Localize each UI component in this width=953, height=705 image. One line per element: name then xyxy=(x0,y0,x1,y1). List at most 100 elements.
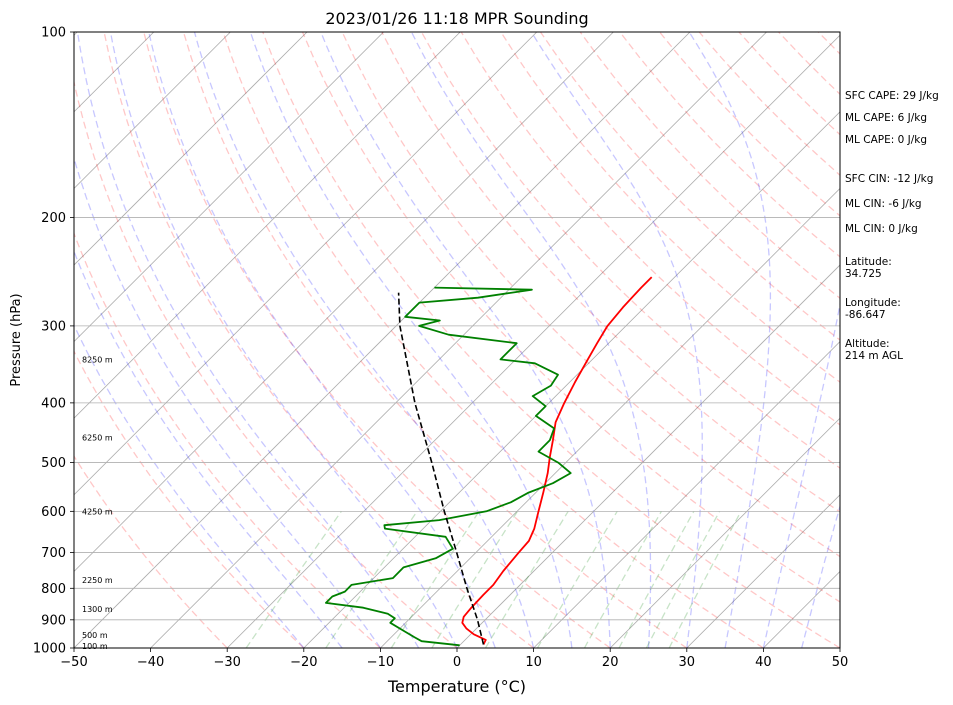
sounding-index-text: Longitude: -86.647 xyxy=(845,296,901,321)
sounding-index-text: ML CIN: -6 J/kg xyxy=(845,197,922,210)
dry-adiabat-line xyxy=(659,32,840,217)
dry-adiabat-line xyxy=(103,32,534,648)
isotherm-line xyxy=(303,111,840,648)
x-tick-label: 50 xyxy=(832,655,849,670)
dry-adiabat-line xyxy=(698,32,840,177)
dry-adiabat-line xyxy=(74,454,228,648)
dry-adiabat-line xyxy=(74,79,458,648)
sounding-index-text: Latitude: 34.725 xyxy=(845,255,892,280)
isotherm-line xyxy=(74,32,691,648)
moist-adiabat-line xyxy=(74,249,343,648)
isotherm-line xyxy=(0,32,1,648)
profile-series xyxy=(325,276,653,647)
dry-adiabat-line xyxy=(579,32,840,300)
moist-adiabat-line xyxy=(410,32,652,648)
isotherm-line xyxy=(74,32,461,419)
y-tick-label: 200 xyxy=(41,211,66,226)
y-tick-label: 800 xyxy=(41,582,66,597)
dry-adiabat-line xyxy=(143,32,611,648)
chart-title: 2023/01/26 11:18 MPR Sounding xyxy=(325,9,588,28)
x-tick-label: −20 xyxy=(290,655,317,670)
x-tick-label: 40 xyxy=(755,655,772,670)
height-label: 1300 m xyxy=(82,605,113,614)
moist-adiabat-line xyxy=(109,32,458,648)
sounding-index-text: ML CIN: 0 J/kg xyxy=(845,223,918,236)
x-tick-label: 10 xyxy=(525,655,542,670)
moist-adiabat-line xyxy=(148,32,496,648)
isotherm-line xyxy=(533,341,840,648)
dry-adiabat-line xyxy=(182,32,688,648)
y-tick-label: 1000 xyxy=(33,642,66,657)
dry-adiabat-line xyxy=(74,349,305,648)
sounding-index-text: ML CAPE: 0 J/kg xyxy=(845,134,928,147)
isotherm-line xyxy=(74,32,538,496)
dry-adiabat-line xyxy=(381,32,840,513)
isotherm-line xyxy=(74,32,614,572)
x-tick-label: 30 xyxy=(679,655,696,670)
height-labels: 100 m 500 m 1300 m 2250 m 4250 m 6250 m 8250 m xyxy=(82,355,113,650)
sounding-index-text: Altitude: 214 m AGL xyxy=(845,338,903,362)
dry-adiabat-line xyxy=(222,32,764,648)
dry-adiabat-line xyxy=(460,32,840,426)
moist-adiabat-line xyxy=(74,323,305,648)
height-label: 500 m xyxy=(82,631,108,640)
temperature-profile-line xyxy=(461,276,653,645)
moist-adiabat-line xyxy=(762,300,840,648)
isotherm-line xyxy=(74,32,231,189)
y-tick-label: 300 xyxy=(41,319,66,334)
mixing-ratio-line xyxy=(245,510,342,648)
sounding-index-text: SFC CAPE: 29 J/kg xyxy=(845,89,939,102)
dry-adiabat-line xyxy=(341,32,840,558)
x-tick-label: 20 xyxy=(602,655,619,670)
moist-adiabat-line xyxy=(193,32,535,648)
height-label: 2250 m xyxy=(82,576,113,585)
y-axis-ticks: 100 200 300 400 500 600 700 800 900 1000 xyxy=(33,26,74,657)
dry-adiabat-line xyxy=(301,32,840,603)
isotherm-line xyxy=(74,32,308,266)
moist-adiabat-line xyxy=(76,32,420,648)
dry-adiabat-line xyxy=(262,32,840,648)
dry-adiabat-line xyxy=(500,32,840,383)
isotherm-line xyxy=(456,264,840,648)
parcel-path-line xyxy=(397,292,485,645)
dry-adiabat-line xyxy=(74,231,381,648)
height-label: 4250 m xyxy=(82,507,113,516)
dry-adiabat-line xyxy=(539,32,840,341)
moist-adiabat-line xyxy=(74,156,381,648)
isotherm-line xyxy=(686,494,840,648)
pressure-gridlines xyxy=(74,32,840,648)
isotherm-line xyxy=(609,417,840,648)
isotherm-line xyxy=(226,34,840,648)
isotherm-line xyxy=(150,32,767,648)
background-lines xyxy=(0,32,840,648)
x-tick-label: −30 xyxy=(213,655,240,670)
moist-adiabat-line xyxy=(249,32,573,648)
x-axis-label: Temperature (°C) xyxy=(387,677,526,696)
height-label: 6250 m xyxy=(82,433,113,442)
y-axis-label: Pressure (hPa) xyxy=(9,293,24,386)
x-tick-label: 0 xyxy=(453,655,461,670)
x-axis-ticks: −50 −40 −30 −20 −10 0 10 20 30 40 50 xyxy=(60,648,848,670)
y-tick-label: 700 xyxy=(41,546,66,561)
moist-adiabat-line xyxy=(688,32,772,648)
x-tick-label: −10 xyxy=(367,655,394,670)
moist-adiabat-line xyxy=(801,504,840,648)
mixing-ratio-line xyxy=(431,510,519,648)
y-tick-label: 100 xyxy=(41,26,66,41)
moist-adiabat-line xyxy=(530,32,703,648)
sounding-index-text: ML CAPE: 6 J/kg xyxy=(845,112,928,125)
isotherm-line xyxy=(74,32,384,343)
isotherm-line xyxy=(380,187,840,648)
x-tick-label: −50 xyxy=(60,655,87,670)
y-tick-label: 400 xyxy=(41,396,66,411)
height-label: 8250 m xyxy=(82,355,113,364)
height-label: 100 m xyxy=(82,642,108,651)
sounding-index-text: SFC CIN: -12 J/kg xyxy=(845,172,934,185)
x-tick-label: −40 xyxy=(137,655,164,670)
mixing-ratio-line xyxy=(668,510,742,648)
dewpoint-profile-line xyxy=(325,286,572,647)
y-tick-label: 500 xyxy=(41,456,66,471)
y-tick-label: 900 xyxy=(41,613,66,628)
y-tick-label: 600 xyxy=(41,505,66,520)
